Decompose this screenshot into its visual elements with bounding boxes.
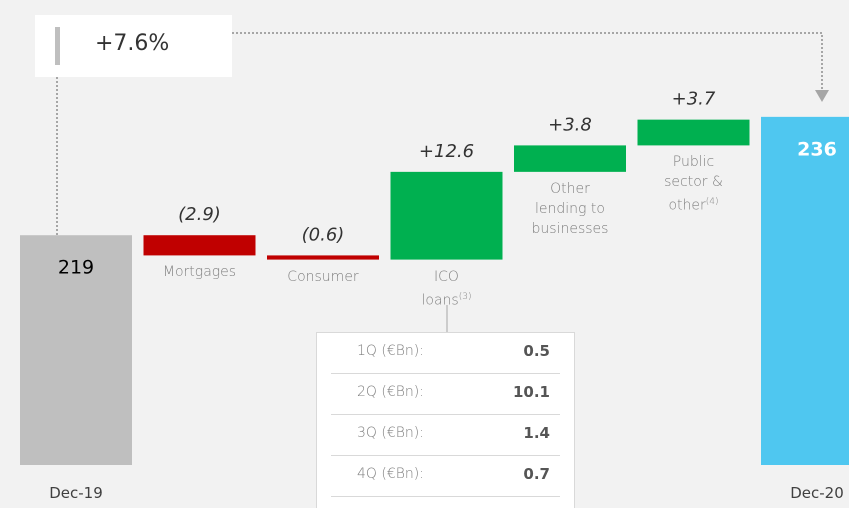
footnote-ref: (3) [458,291,472,302]
bar [390,171,503,260]
bar [761,116,849,465]
category-text: Consumer [287,268,359,285]
value-label: +3.7 [672,89,716,110]
table-row: 3Q (€Bn): 1.4 [331,415,560,456]
row-label: 2Q (€Bn): [357,384,424,400]
row-label: 3Q (€Bn): [357,425,424,441]
category-label: Other lending to businesses [515,179,625,239]
value-label: (0.6) [302,224,345,245]
value-label: 236 [797,138,837,160]
value-label: +3.8 [548,114,592,135]
row-value: 1.4 [523,424,550,442]
category-text: Other lending to businesses [531,180,609,237]
x-label: Dec-20 [790,484,844,502]
bar [267,255,379,260]
bar [514,145,626,172]
row-label: 4Q (€Bn): [357,466,424,482]
row-value: 10.1 [512,383,550,401]
category-label: Mortgages [145,262,255,282]
value-label: (2.9) [178,204,221,225]
breakdown-table: 1Q (€Bn): 0.5 2Q (€Bn): 10.1 3Q (€Bn): 1.4 4Q … [316,332,575,508]
table-row: 1Q (€Bn): 0.5 [331,333,560,374]
x-label: Dec-19 [49,484,103,502]
category-text: Mortgages [162,264,237,281]
value-label: 219 [58,257,94,279]
category-text: ICO loans [421,268,459,309]
row-value: 0.7 [523,465,550,483]
row-value: 0.5 [523,342,550,360]
category-label: ICO loans(3) [392,267,502,311]
annotation-text: +7.6% [95,31,170,56]
category-text: Public sector & other [664,154,723,215]
accent-bar [55,27,60,65]
table-row: 2Q (€Bn): 10.1 [331,374,560,415]
bar [20,235,132,465]
connector [232,32,823,92]
value-label: +12.6 [419,141,474,162]
bar [637,119,750,146]
row-label: 1Q (€Bn): [357,343,424,359]
category-label: Public sector & other(4) [639,152,749,216]
table-row: 4Q (€Bn): 0.7 [331,456,560,497]
growth-annotation: +7.6% [35,15,232,77]
bar [143,235,256,256]
footnote-ref: (4) [705,197,719,208]
category-label: Consumer [268,267,378,287]
arrow-head [815,90,829,102]
